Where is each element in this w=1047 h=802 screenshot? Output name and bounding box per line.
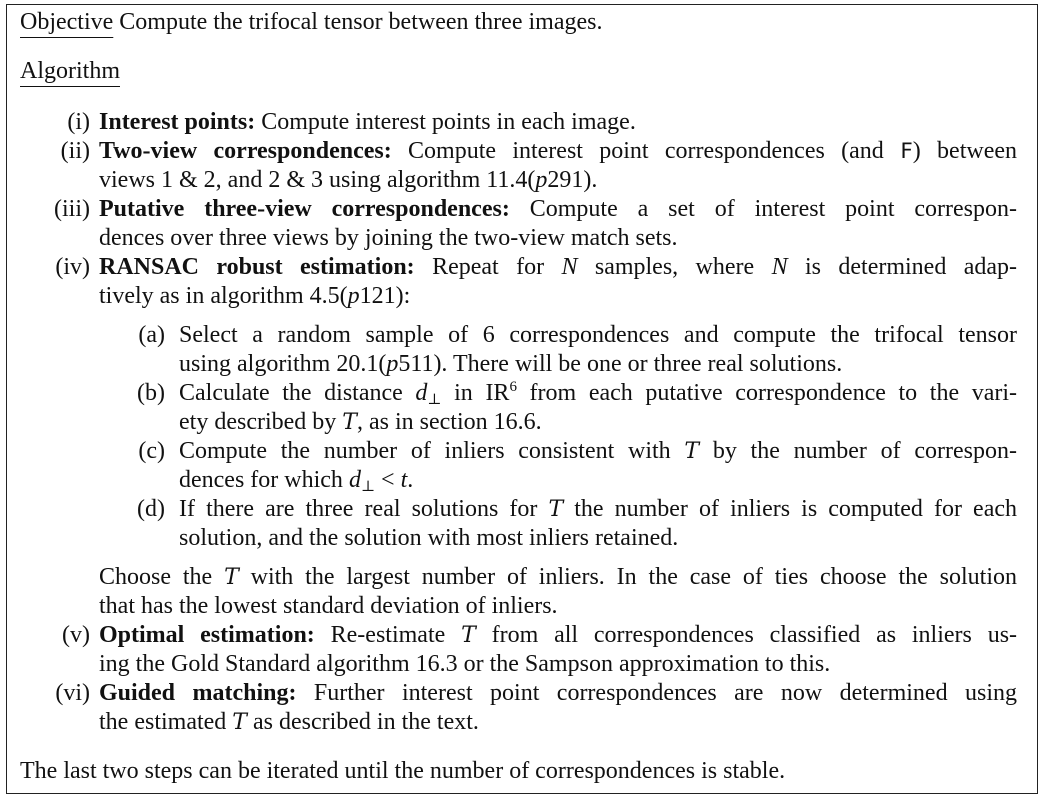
step-number: (iv) <box>55 254 90 280</box>
objective-label: Objective <box>20 9 114 35</box>
step-number: (ii) <box>60 138 90 164</box>
step-putative-cont: dences over three views by joining the t… <box>99 225 678 251</box>
substep-three-solutions-cont: solution, and the solution with most inl… <box>179 525 679 551</box>
step-title: Two-view correspondences: <box>99 138 392 164</box>
algorithm-heading: Algorithm <box>20 58 120 84</box>
step-optimal-estimation: Optimal estimation: Re-estimate T from a… <box>99 622 1018 648</box>
step-number: (i) <box>67 109 90 135</box>
algorithm-box <box>6 4 1038 794</box>
step-title: Guided matching: <box>99 680 297 706</box>
substep-count-inliers: Compute the number of inliers consistent… <box>179 438 1018 464</box>
choose-paragraph-cont: that has the lowest standard deviation o… <box>99 593 558 619</box>
substep-number: (c) <box>138 438 165 464</box>
step-putative: Putative three-view correspondences: Com… <box>99 196 1018 222</box>
substep-distance-cont: ety described by T, as in section 16.6. <box>179 409 542 435</box>
step-interest-points: Interest points: Compute interest points… <box>99 109 636 135</box>
substep-count-inliers-cont: dences for which d⊥ < t. <box>179 467 414 495</box>
substep-number: (a) <box>138 322 165 348</box>
step-two-view: Two-view correspondences: Compute intere… <box>99 138 1018 164</box>
footer-note: The last two steps can be iterated until… <box>20 758 786 784</box>
substep-number: (b) <box>137 380 165 406</box>
step-ransac-cont: tively as in algorithm 4.5(p121): <box>99 283 411 309</box>
step-optimal-estimation-cont: ing the Gold Standard algorithm 16.3 or … <box>99 651 831 677</box>
step-title: Interest points: <box>99 109 256 135</box>
choose-paragraph: Choose the T with the largest number of … <box>99 564 1017 590</box>
substep-select-sample: Select a random sample of 6 corresponden… <box>179 322 1017 348</box>
substep-three-solutions: If there are three real solutions for T … <box>179 496 1018 522</box>
step-number: (v) <box>62 622 90 648</box>
step-two-view-cont: views 1 & 2, and 2 & 3 using algorithm 1… <box>99 167 598 193</box>
step-number: (iii) <box>54 196 90 222</box>
step-title: RANSAC robust estimation: <box>99 254 415 280</box>
step-guided-matching: Guided matching: Further interest point … <box>99 680 1018 706</box>
step-title: Putative three-view correspondences: <box>99 196 510 222</box>
substep-number: (d) <box>137 496 165 522</box>
objective-line: Objective Compute the trifocal tensor be… <box>20 8 602 37</box>
step-number: (vi) <box>55 680 90 706</box>
objective-text: Compute the trifocal tensor between thre… <box>119 9 603 35</box>
substep-select-sample-cont: using algorithm 20.1(p511). There will b… <box>179 351 843 377</box>
step-ransac: RANSAC robust estimation: Repeat for N s… <box>99 254 1018 280</box>
substep-distance: Calculate the distance d⊥ in IR6 from ea… <box>179 379 1018 408</box>
step-guided-matching-cont: the estimated T as described in the text… <box>99 709 479 735</box>
step-title: Optimal estimation: <box>99 622 315 648</box>
